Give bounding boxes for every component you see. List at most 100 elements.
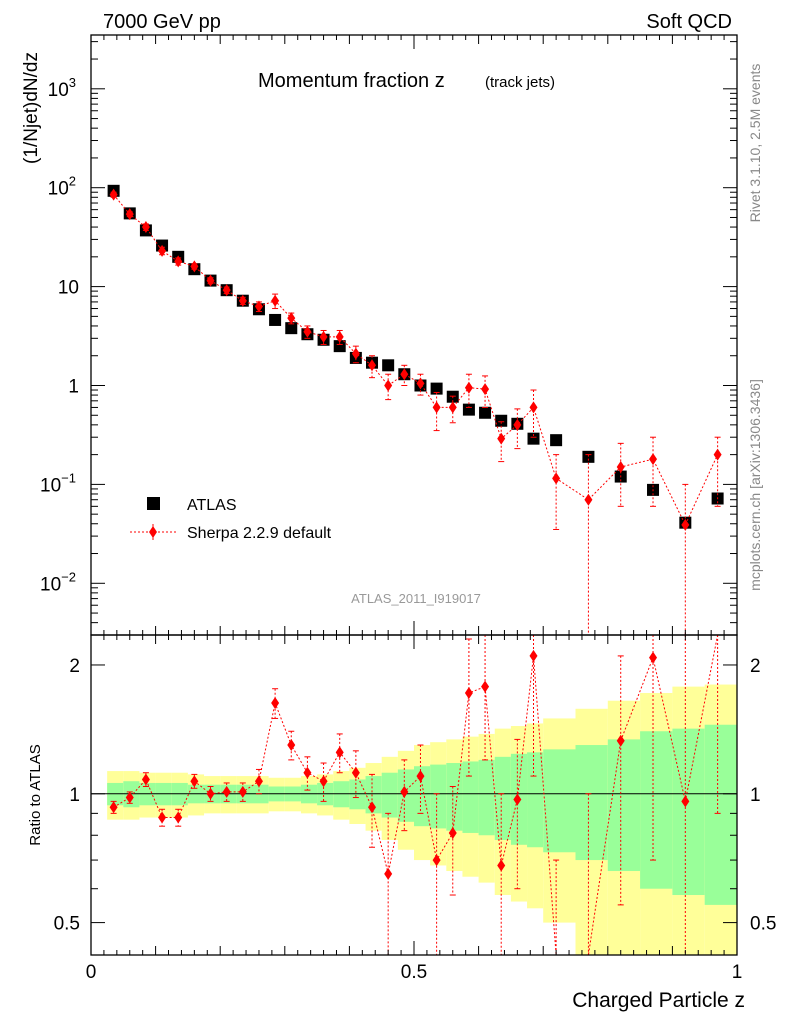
ratio-sherpa-data-point [464, 686, 473, 699]
ratio-band-inner [672, 728, 705, 896]
atlas-data-point [462, 403, 475, 416]
ratio-sherpa-data-point [681, 795, 690, 808]
main-y-tick-label: 10−1 [40, 470, 76, 496]
ratio-sherpa-data-point [271, 696, 280, 709]
ratio-sherpa-data-point [432, 854, 441, 867]
ratio-band-inner [494, 756, 511, 840]
x-tick-label: 0.5 [401, 962, 427, 983]
main-y-tick-label: 10−2 [40, 569, 76, 595]
atlas-data-point [550, 434, 563, 447]
ratio-plot-area [91, 634, 737, 956]
ratio-sherpa-data-point [222, 785, 231, 798]
watermark-analysis-id: ATLAS_2011_I919017 [351, 591, 481, 606]
ratio-band-inner [543, 749, 576, 853]
atlas-data-point [582, 450, 595, 463]
legend-marker-sherpa [149, 526, 157, 538]
ratio-band-inner [527, 752, 544, 848]
sherpa-data-point [384, 379, 393, 392]
ratio-band-inner [349, 779, 366, 810]
side-label-rivet: Rivet 3.1.10, 2.5M events [747, 64, 763, 223]
ratio-y-tick-label-right: 0.5 [750, 914, 776, 935]
atlas-data-point [479, 406, 492, 419]
sherpa-data-point [206, 274, 215, 287]
x-tick-label: 1 [732, 962, 743, 983]
ratio-sherpa-data-point [649, 651, 658, 664]
sherpa-data-point [432, 401, 441, 414]
ratio-sherpa-data-point [481, 680, 490, 693]
ratio-y-tick-label-left: 2 [69, 656, 80, 677]
sherpa-data-point [681, 518, 690, 531]
ratio-y-tick-label-right: 2 [750, 656, 761, 677]
main-panel: 10−2 10−1 1 10 102 103 [40, 34, 738, 636]
ratio-band-inner [478, 759, 495, 836]
sherpa-data-point [368, 359, 377, 372]
ratio-sherpa-data-point [335, 746, 344, 759]
ratio-sherpa-data-point [416, 770, 425, 783]
atlas-data-point [430, 382, 443, 395]
ratio-band-inner [640, 731, 673, 889]
main-title: Momentum fraction z (track jets) [258, 70, 555, 92]
ratio-sherpa-data-point [616, 734, 625, 747]
atlas-data-point [333, 340, 346, 353]
sherpa-data-point [271, 294, 280, 307]
ratio-sherpa-data-point [109, 801, 118, 814]
ratio-band-inner [462, 761, 479, 833]
ratio-sherpa-data-point [141, 773, 150, 786]
atlas-data-point [527, 432, 540, 445]
ratio-band-inner [704, 724, 737, 905]
main-y-tick-label: 103 [48, 75, 76, 101]
sherpa-data-point [109, 188, 118, 201]
x-axis-label: Charged Particle z [572, 989, 745, 1012]
ratio-sherpa-data-point [174, 811, 183, 824]
ratio-band-inner [365, 776, 382, 814]
sherpa-data-point [351, 347, 360, 360]
ratio-sherpa-data-point [351, 766, 360, 779]
sherpa-data-point [400, 368, 409, 381]
ratio-sherpa-data-point [158, 811, 167, 824]
main-title-text: Momentum fraction z [258, 70, 445, 92]
ratio-band-inner [446, 763, 463, 831]
side-label-mcplots: mcplots.cern.ch [arXiv:1306.3436] [747, 379, 763, 591]
sherpa-data-point [190, 260, 199, 273]
sherpa-data-point [552, 472, 561, 485]
ratio-sherpa-data-point [287, 739, 296, 752]
sherpa-data-point [616, 460, 625, 473]
ratio-sherpa-data-point [125, 791, 134, 804]
main-y-tick-label: 1 [68, 376, 79, 397]
main-plot-frame [90, 34, 738, 636]
sherpa-data-point [303, 325, 312, 338]
ratio-band-inner [575, 745, 608, 861]
ratio-sherpa-data-point [384, 867, 393, 880]
main-y-tick-label: 10 [58, 278, 79, 299]
ratio-y-tick-label-right: 1 [750, 785, 761, 806]
sherpa-data-point [529, 401, 538, 414]
atlas-data-point [495, 414, 508, 427]
main-y-tick-label: 102 [48, 174, 76, 200]
ratio-sherpa-data-point [400, 785, 409, 798]
ratio-band-inner [381, 772, 398, 818]
legend-label-sherpa: Sherpa 2.2.9 default [187, 525, 332, 542]
sherpa-data-point [141, 221, 150, 234]
sherpa-data-point [464, 381, 473, 394]
ratio-band-inner [430, 764, 447, 829]
sherpa-data-point [335, 330, 344, 343]
sherpa-data-point [125, 208, 134, 221]
legend-marker-atlas [147, 497, 160, 510]
sherpa-data-point [319, 330, 328, 343]
header-right-label: Soft QCD [646, 11, 732, 33]
ratio-sherpa-data-point [190, 775, 199, 788]
atlas-data-point [285, 322, 298, 335]
sherpa-data-point [416, 377, 425, 390]
sherpa-line [113, 194, 719, 526]
ratio-y-axis-label: Ratio to ATLAS [27, 744, 44, 845]
ratio-band-inner [607, 739, 641, 872]
ratio-band-inner [414, 766, 431, 827]
x-tick-label: 0 [86, 962, 97, 983]
sherpa-data-point [713, 448, 722, 461]
sherpa-data-point [174, 255, 183, 268]
ratio-sherpa-data-point [254, 775, 263, 788]
atlas-data-point [382, 359, 395, 372]
sherpa-data-point [649, 453, 658, 466]
main-title-subscript: (track jets) [485, 74, 555, 91]
